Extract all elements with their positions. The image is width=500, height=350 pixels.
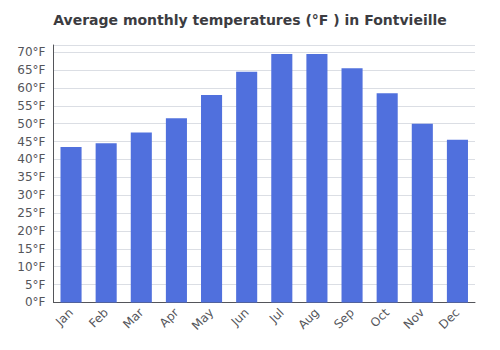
svg-text:55°F: 55°F [17, 99, 45, 113]
svg-text:Jul: Jul [266, 306, 287, 327]
svg-text:70°F: 70°F [17, 45, 45, 59]
svg-text:Feb: Feb [86, 306, 111, 331]
svg-text:Jan: Jan [52, 306, 76, 330]
svg-text:25°F: 25°F [17, 206, 45, 220]
svg-text:50°F: 50°F [17, 117, 45, 131]
svg-text:Dec: Dec [436, 306, 462, 332]
svg-text:40°F: 40°F [17, 152, 45, 166]
svg-text:Jun: Jun [228, 306, 252, 330]
svg-text:Apr: Apr [157, 305, 182, 330]
svg-text:Aug: Aug [295, 306, 321, 332]
svg-text:65°F: 65°F [17, 63, 45, 77]
svg-text:Sep: Sep [331, 306, 357, 332]
svg-text:10°F: 10°F [17, 260, 45, 274]
svg-text:Oct: Oct [368, 305, 393, 330]
svg-text:45°F: 45°F [17, 135, 45, 149]
svg-text:May: May [189, 306, 216, 333]
svg-text:Average monthly temperatures (: Average monthly temperatures (°F ) in Fo… [53, 12, 447, 28]
svg-text:5°F: 5°F [25, 278, 46, 292]
svg-text:35°F: 35°F [17, 170, 45, 184]
svg-text:Nov: Nov [401, 306, 427, 332]
svg-text:0°F: 0°F [25, 295, 46, 309]
svg-text:Mar: Mar [120, 305, 146, 331]
svg-text:60°F: 60°F [17, 81, 45, 95]
svg-text:20°F: 20°F [17, 224, 45, 238]
svg-text:15°F: 15°F [17, 242, 45, 256]
svg-text:30°F: 30°F [17, 188, 45, 202]
